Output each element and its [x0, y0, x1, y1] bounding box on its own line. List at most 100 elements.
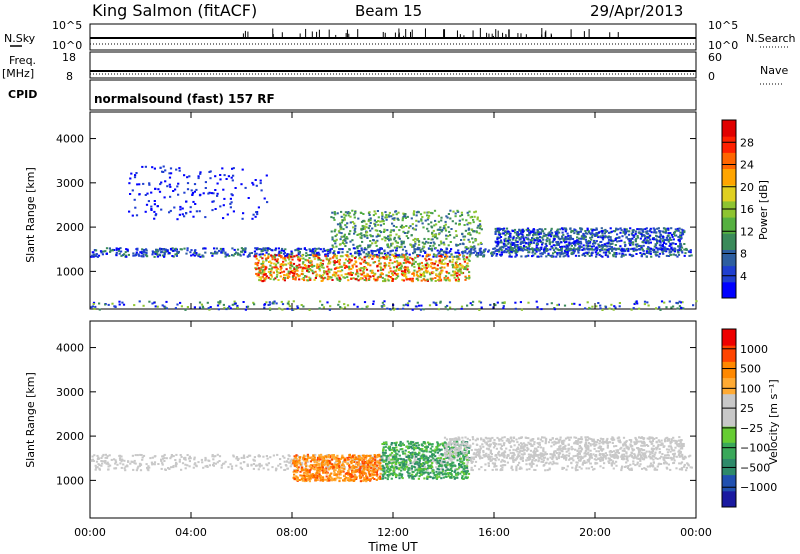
- data-cell: [397, 211, 400, 214]
- data-cell: [346, 237, 349, 240]
- data-cell: [204, 458, 207, 461]
- data-cell: [624, 231, 627, 234]
- data-cell: [272, 301, 275, 304]
- data-cell: [510, 243, 513, 246]
- data-cell: [160, 208, 163, 211]
- data-cell: [555, 462, 558, 465]
- data-cell: [168, 176, 172, 179]
- data-cell: [602, 466, 605, 469]
- data-cell: [479, 301, 483, 304]
- data-cell: [636, 234, 639, 237]
- data-cell: [555, 241, 558, 243]
- data-cell: [379, 273, 382, 276]
- data-cell: [253, 250, 256, 253]
- data-cell: [337, 470, 340, 473]
- data-cell: [251, 181, 254, 184]
- data-cell: [487, 250, 490, 253]
- data-cell: [301, 461, 304, 464]
- data-cell: [299, 266, 302, 269]
- data-cell: [348, 233, 351, 236]
- data-cell: [153, 251, 157, 254]
- data-cell: [295, 248, 298, 251]
- data-cell: [491, 462, 494, 465]
- data-cell: [212, 192, 215, 195]
- data-cell: [459, 267, 462, 270]
- data-cell: [138, 300, 141, 303]
- data-cell: [425, 267, 428, 270]
- data-cell: [516, 245, 519, 248]
- data-cell: [553, 238, 556, 240]
- data-cell: [323, 249, 326, 252]
- data-cell: [129, 193, 132, 195]
- data-cell: [361, 225, 364, 227]
- data-cell: [395, 276, 398, 279]
- data-cell: [354, 224, 357, 227]
- data-cell: [649, 247, 653, 250]
- data-cell: [424, 219, 427, 222]
- data-cell: [430, 265, 433, 268]
- data-cell: [541, 460, 544, 463]
- data-cell: [417, 467, 420, 470]
- data-cell: [277, 271, 280, 274]
- data-cell: [640, 255, 643, 258]
- data-cell: [407, 269, 410, 272]
- data-cell: [496, 243, 499, 246]
- data-cell: [528, 245, 531, 247]
- data-cell: [401, 248, 405, 251]
- data-cell: [615, 460, 618, 463]
- data-cell: [362, 465, 365, 468]
- data-cell: [409, 225, 412, 228]
- data-cell: [495, 465, 498, 468]
- data-cell: [599, 249, 602, 251]
- data-cell: [185, 200, 188, 203]
- data-cell: [255, 268, 258, 271]
- data-cell: [214, 250, 217, 253]
- data-cell: [462, 258, 465, 261]
- data-cell: [175, 462, 178, 465]
- data-cell: [291, 255, 294, 258]
- data-cell: [267, 253, 270, 256]
- data-cell: [344, 211, 347, 214]
- data-cell: [220, 251, 223, 254]
- data-cell: [299, 470, 302, 473]
- data-cell: [422, 272, 425, 275]
- data-cell: [206, 466, 209, 468]
- data-cell: [265, 259, 268, 262]
- data-cell: [345, 226, 348, 229]
- data-cell: [376, 210, 379, 212]
- data-cell: [420, 279, 423, 282]
- data-cell: [461, 233, 464, 236]
- data-cell: [552, 460, 555, 463]
- data-cell: [538, 233, 541, 236]
- data-cell: [586, 301, 589, 304]
- data-cell: [108, 247, 111, 250]
- data-cell: [650, 255, 653, 258]
- data-cell: [470, 248, 473, 251]
- data-cell: [124, 469, 127, 472]
- data-cell: [443, 266, 446, 269]
- data-cell: [184, 308, 187, 311]
- data-cell: [593, 467, 596, 470]
- data-cell: [595, 458, 598, 461]
- data-cell: [499, 469, 502, 472]
- data-cell: [671, 248, 674, 251]
- data-cell: [386, 255, 389, 258]
- data-cell: [133, 176, 137, 179]
- data-cell: [636, 454, 640, 457]
- data-cell: [568, 244, 571, 247]
- data-cell: [233, 248, 236, 251]
- data-cell: [339, 255, 342, 258]
- data-cell: [678, 227, 681, 230]
- data-cell: [360, 247, 363, 250]
- data-cell: [679, 242, 682, 245]
- data-cell: [543, 232, 546, 235]
- data-cell: [362, 469, 365, 472]
- data-cell: [438, 275, 442, 278]
- data-cell: [615, 247, 618, 250]
- data-cell: [687, 464, 690, 467]
- data-cell: [505, 248, 508, 251]
- data-cell: [231, 303, 234, 306]
- data-cell: [172, 455, 175, 458]
- data-cell: [368, 279, 371, 281]
- data-cell: [131, 189, 134, 192]
